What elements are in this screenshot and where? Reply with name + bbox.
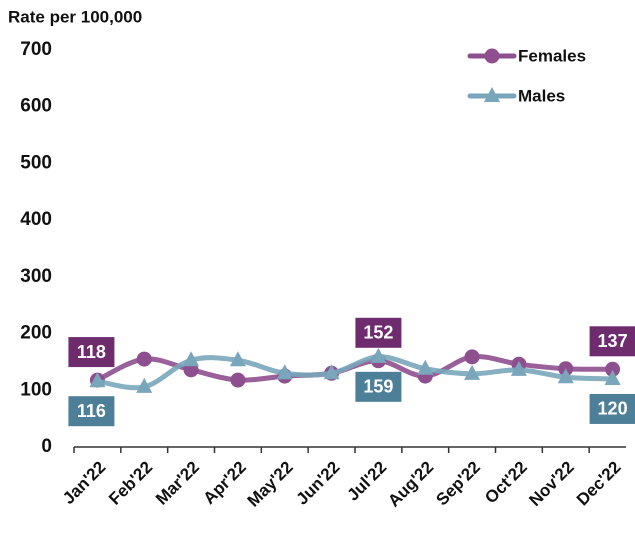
x-tick-label: May'22 [244, 458, 297, 511]
x-tick-label: Mar'22 [152, 458, 203, 509]
x-tick-label: Feb'22 [105, 458, 156, 509]
y-tick-label: 500 [20, 152, 52, 173]
point [136, 351, 152, 367]
point [323, 364, 340, 380]
legend-label: Males [518, 86, 565, 105]
y-tick-label: 400 [20, 209, 52, 230]
x-tick-label: Oct'22 [481, 458, 531, 508]
point [276, 364, 293, 380]
point [557, 368, 574, 384]
x-tick-label: Jan'22 [59, 458, 109, 508]
point [510, 360, 527, 376]
data-label: 137 [598, 331, 628, 351]
point [230, 372, 246, 388]
data-label-box [589, 326, 635, 357]
y-axis-label: Rate per 100,000 [8, 7, 142, 26]
data-label-box [68, 337, 115, 368]
data-label: 120 [598, 399, 628, 419]
data-label: 116 [77, 401, 106, 421]
point [605, 361, 621, 377]
point [370, 347, 387, 363]
x-tick-label: Nov'22 [525, 458, 577, 510]
y-tick-label: 0 [41, 436, 52, 457]
x-tick-label: Jun'22 [293, 458, 344, 509]
point [604, 369, 621, 385]
point [229, 351, 246, 367]
point [464, 349, 480, 365]
y-tick-label: 200 [20, 323, 52, 344]
data-label-box [589, 393, 635, 424]
series-line [94, 354, 616, 391]
legend-label: Females [518, 46, 586, 65]
y-tick-label: 700 [20, 39, 52, 60]
x-tick-label: Dec'22 [573, 458, 625, 510]
point [417, 359, 434, 375]
point [89, 372, 106, 388]
point [484, 87, 500, 102]
data-label: 118 [77, 342, 106, 362]
data-label: 152 [363, 323, 393, 343]
x-tick-label: Aug'22 [384, 458, 437, 511]
data-label: 159 [363, 377, 393, 397]
y-tick-label: 300 [20, 266, 52, 287]
y-tick-label: 100 [20, 379, 52, 400]
point [484, 48, 500, 64]
y-tick-label: 600 [20, 96, 52, 117]
point [183, 351, 200, 367]
data-label-box [355, 317, 402, 348]
point [136, 377, 153, 393]
x-tick-label: Sep'22 [432, 458, 484, 510]
point [464, 364, 481, 380]
data-label-box [68, 396, 115, 427]
x-tick-label: Apr'22 [200, 458, 250, 508]
data-label-box [355, 371, 402, 402]
